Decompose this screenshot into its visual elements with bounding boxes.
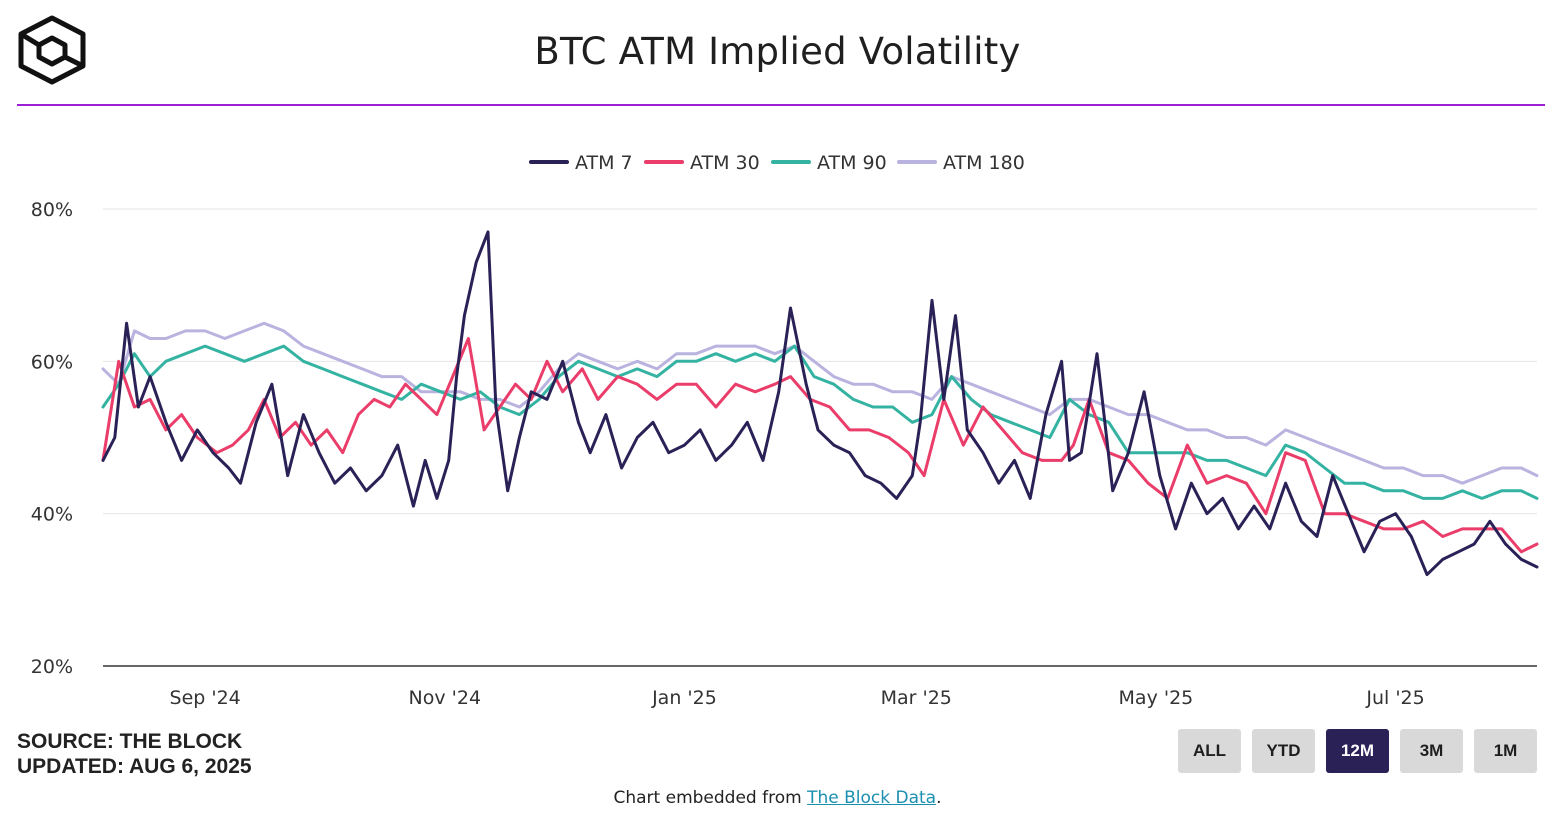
range-button-all[interactable]: ALL <box>1178 729 1241 773</box>
embed-suffix: . <box>936 788 942 808</box>
source-label: SOURCE: THE BLOCK <box>17 730 243 753</box>
x-tick-label: Nov '24 <box>409 687 482 709</box>
range-selector: ALL YTD 12M 3M 1M <box>1178 729 1537 773</box>
series-line-atm-90 <box>101 344 1539 500</box>
header-divider <box>17 104 1545 106</box>
x-tick-label: Jan '25 <box>651 687 717 709</box>
range-button-ytd[interactable]: YTD <box>1252 729 1315 773</box>
legend-label: ATM 90 <box>817 152 887 174</box>
y-tick-label: 20% <box>31 656 73 678</box>
chart-area: 20% 40% 60% 80% Sep '24 Nov '24 Jan '25 Mar '25… <box>31 152 1539 709</box>
y-tick-label: 60% <box>31 351 73 373</box>
embed-credit: Chart embedded from The Block Data. <box>0 788 1555 808</box>
source-block: SOURCE: THE BLOCK UPDATED: AUG 6, 2025 <box>17 729 252 779</box>
page-title: BTC ATM Implied Volatility <box>534 30 1021 73</box>
series-line-atm-7 <box>101 230 1539 577</box>
x-tick-label: May '25 <box>1119 687 1194 709</box>
y-tick-label: 80% <box>31 199 73 221</box>
legend-item-atm-7[interactable]: ATM 7 <box>529 152 633 174</box>
range-button-1m[interactable]: 1M <box>1474 729 1537 773</box>
gridlines <box>103 208 1537 515</box>
range-button-3m[interactable]: 3M <box>1400 729 1463 773</box>
series-lines <box>101 230 1539 577</box>
x-tick-label: Sep '24 <box>170 687 241 709</box>
legend-item-atm-180[interactable]: ATM 180 <box>897 152 1025 174</box>
series-line-atm-30 <box>101 337 1539 554</box>
axes: 20% 40% 60% 80% Sep '24 Nov '24 Jan '25 Mar '25… <box>31 199 1537 709</box>
legend-item-atm-90[interactable]: ATM 90 <box>771 152 887 174</box>
the-block-data-link[interactable]: The Block Data <box>807 788 937 808</box>
y-tick-label: 40% <box>31 504 73 526</box>
legend-label: ATM 30 <box>690 152 760 174</box>
range-button-12m[interactable]: 12M <box>1326 729 1389 773</box>
the-block-logo-icon <box>18 15 86 85</box>
x-tick-label: Jul '25 <box>1365 687 1424 709</box>
x-tick-label: Mar '25 <box>881 687 952 709</box>
legend[interactable]: ATM 7 ATM 30 ATM 90 ATM 180 <box>529 152 1025 174</box>
legend-label: ATM 180 <box>943 152 1025 174</box>
updated-label: UPDATED: AUG 6, 2025 <box>17 755 252 778</box>
series-line-atm-180 <box>101 321 1539 485</box>
embed-prefix: Chart embedded from <box>613 788 808 808</box>
legend-label: ATM 7 <box>575 152 633 174</box>
legend-item-atm-30[interactable]: ATM 30 <box>644 152 760 174</box>
